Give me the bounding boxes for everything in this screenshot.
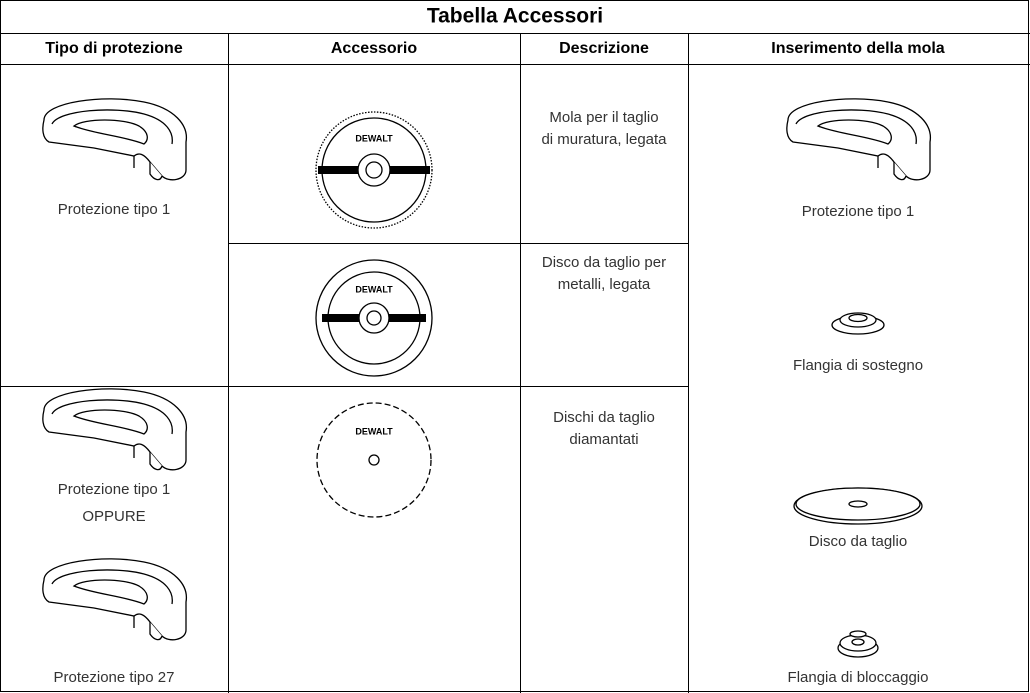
table-title: Tabella Accessori bbox=[427, 5, 603, 28]
column-header: Descrizione bbox=[559, 40, 649, 57]
assembly-label: Disco da taglio bbox=[809, 533, 907, 550]
assembly-label: Flangia di bloccaggio bbox=[788, 669, 929, 686]
description: metalli, legata bbox=[558, 276, 651, 293]
brand-label: DEWALT bbox=[355, 426, 393, 436]
column-header: Inserimento della mola bbox=[771, 40, 944, 57]
cutting-disc-icon bbox=[793, 487, 923, 525]
description: Disco da taglio per bbox=[542, 254, 666, 271]
locking-flange-icon bbox=[837, 630, 879, 658]
column-header: Tipo di protezione bbox=[45, 40, 183, 57]
brand-label: DEWALT bbox=[355, 284, 393, 294]
column-header: Accessorio bbox=[331, 40, 417, 57]
assembly-label: Flangia di sostegno bbox=[793, 357, 923, 374]
metal-disc: DEWALT bbox=[315, 259, 433, 377]
guard-label: Protezione tipo 27 bbox=[54, 669, 175, 686]
guard-icon bbox=[42, 98, 188, 181]
description: di muratura, legata bbox=[541, 131, 667, 148]
description: diamantati bbox=[569, 431, 638, 448]
brand-label: DEWALT bbox=[355, 133, 393, 143]
guard-label: Protezione tipo 1 bbox=[58, 481, 171, 498]
guard-label: OPPURE bbox=[82, 508, 145, 525]
masonry-disc: DEWALT bbox=[315, 111, 433, 229]
assembly-label: Protezione tipo 1 bbox=[802, 203, 915, 220]
description: Dischi da taglio bbox=[553, 409, 655, 426]
guard-icon bbox=[42, 558, 188, 641]
guard-label: Protezione tipo 1 bbox=[58, 201, 171, 218]
description: Mola per il taglio bbox=[549, 109, 658, 126]
guard-icon bbox=[42, 388, 188, 471]
guard-icon bbox=[786, 98, 932, 181]
diamond-disc: DEWALT bbox=[316, 402, 432, 518]
backing-flange-icon bbox=[831, 312, 885, 335]
